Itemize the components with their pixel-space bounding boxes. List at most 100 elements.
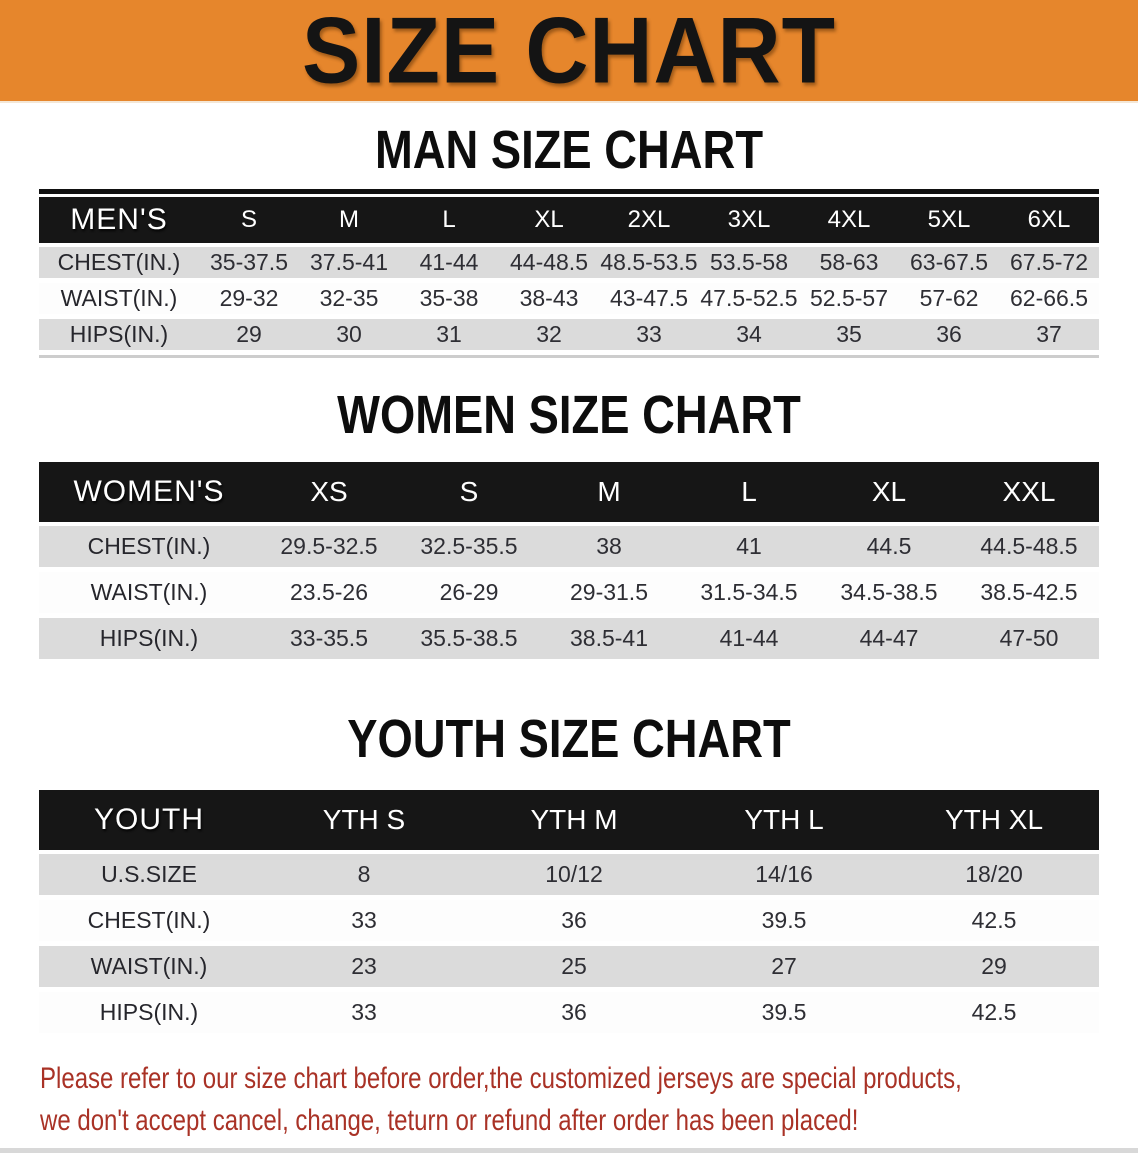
row-label: CHEST(IN.) — [39, 524, 259, 572]
table-row: CHEST(IN.) 29.5-32.5 32.5-35.5 38 41 44.… — [39, 524, 1099, 572]
size-value: 32-35 — [299, 280, 399, 319]
table-row: WAIST(IN.) 29-32 32-35 35-38 38-43 43-47… — [39, 280, 1099, 319]
disclaimer-line-2: we don't accept cancel, change, teturn o… — [40, 1104, 859, 1137]
row-label: U.S.SIZE — [39, 852, 259, 900]
youth-header-label: YOUTH — [39, 790, 259, 854]
column-header: 5XL — [899, 197, 999, 247]
men-header-label: MEN'S — [39, 197, 199, 247]
size-value: 18/20 — [889, 852, 1099, 900]
size-value: 62-66.5 — [999, 280, 1099, 319]
column-header: M — [299, 197, 399, 247]
size-value: 27 — [679, 943, 889, 992]
size-value: 41 — [679, 524, 819, 572]
size-value: 41-44 — [679, 615, 819, 664]
size-value: 32 — [499, 316, 599, 355]
column-header: 2XL — [599, 197, 699, 247]
size-value: 32.5-35.5 — [399, 524, 539, 572]
row-label: WAIST(IN.) — [39, 280, 199, 319]
size-value: 47.5-52.5 — [699, 280, 799, 319]
size-value: 10/12 — [469, 852, 679, 900]
size-value: 33-35.5 — [259, 615, 399, 664]
size-value: 8 — [259, 852, 469, 900]
row-label: HIPS(IN.) — [39, 989, 259, 1038]
table-row: HIPS(IN.) 33 36 39.5 42.5 — [39, 989, 1099, 1038]
column-header: YTH M — [469, 790, 679, 854]
size-value: 42.5 — [889, 897, 1099, 946]
size-value: 31.5-34.5 — [679, 569, 819, 618]
men-section-heading: MAN SIZE CHART — [0, 119, 1138, 181]
size-value: 30 — [299, 316, 399, 355]
youth-size-table-wrap: YOUTH YTH S YTH M YTH L YTH XL U.S.SIZE … — [39, 790, 1099, 1038]
column-header: XXL — [959, 462, 1099, 526]
size-value: 39.5 — [679, 897, 889, 946]
column-header: 6XL — [999, 197, 1099, 247]
size-value: 35.5-38.5 — [399, 615, 539, 664]
men-heading-text: MAN SIZE CHART — [374, 120, 764, 180]
women-size-table-wrap: WOMEN'S XS S M L XL XXL CHEST(IN.) 29.5-… — [39, 462, 1099, 664]
men-size-table-wrap: MEN'S S M L XL 2XL 3XL 4XL 5XL 6XL CHEST… — [39, 189, 1099, 358]
size-value: 44-47 — [819, 615, 959, 664]
youth-size-table: YOUTH YTH S YTH M YTH L YTH XL U.S.SIZE … — [39, 790, 1099, 1038]
row-label: WAIST(IN.) — [39, 569, 259, 618]
size-value: 53.5-58 — [699, 245, 799, 283]
row-label: CHEST(IN.) — [39, 897, 259, 946]
table-row: WAIST(IN.) 23.5-26 26-29 29-31.5 31.5-34… — [39, 569, 1099, 618]
size-value: 23 — [259, 943, 469, 992]
youth-heading-text: YOUTH SIZE CHART — [347, 709, 791, 769]
size-value: 29.5-32.5 — [259, 524, 399, 572]
size-value: 38.5-41 — [539, 615, 679, 664]
men-size-table: MEN'S S M L XL 2XL 3XL 4XL 5XL 6XL CHEST… — [39, 197, 1099, 355]
row-label: CHEST(IN.) — [39, 245, 199, 283]
size-value: 34.5-38.5 — [819, 569, 959, 618]
size-value: 36 — [899, 316, 999, 355]
size-value: 41-44 — [399, 245, 499, 283]
size-chart-title: SIZE CHART — [302, 0, 836, 103]
column-header: YTH L — [679, 790, 889, 854]
size-value: 29-32 — [199, 280, 299, 319]
women-header-row: WOMEN'S XS S M L XL XXL — [39, 462, 1099, 526]
row-label: WAIST(IN.) — [39, 943, 259, 992]
youth-section-heading: YOUTH SIZE CHART — [0, 708, 1138, 770]
size-value: 58-63 — [799, 245, 899, 283]
size-value: 33 — [259, 897, 469, 946]
table-row: CHEST(IN.) 33 36 39.5 42.5 — [39, 897, 1099, 946]
size-value: 29-31.5 — [539, 569, 679, 618]
column-header: YTH XL — [889, 790, 1099, 854]
column-header: XS — [259, 462, 399, 526]
women-size-table: WOMEN'S XS S M L XL XXL CHEST(IN.) 29.5-… — [39, 462, 1099, 664]
size-value: 35-37.5 — [199, 245, 299, 283]
column-header: 4XL — [799, 197, 899, 247]
size-value: 42.5 — [889, 989, 1099, 1038]
column-header: S — [199, 197, 299, 247]
size-value: 34 — [699, 316, 799, 355]
size-chart-banner: SIZE CHART — [0, 0, 1138, 103]
size-value: 47-50 — [959, 615, 1099, 664]
column-header: L — [399, 197, 499, 247]
size-value: 57-62 — [899, 280, 999, 319]
size-value: 48.5-53.5 — [599, 245, 699, 283]
size-value: 31 — [399, 316, 499, 355]
men-header-row: MEN'S S M L XL 2XL 3XL 4XL 5XL 6XL — [39, 197, 1099, 247]
youth-header-row: YOUTH YTH S YTH M YTH L YTH XL — [39, 790, 1099, 854]
column-header: YTH S — [259, 790, 469, 854]
disclaimer-note: Please refer to our size chart before or… — [40, 1058, 1138, 1142]
column-header: XL — [499, 197, 599, 247]
women-heading-text: WOMEN SIZE CHART — [337, 385, 801, 445]
women-header-label: WOMEN'S — [39, 462, 259, 526]
size-value: 33 — [259, 989, 469, 1038]
bottom-divider — [0, 1148, 1138, 1153]
table-row: U.S.SIZE 8 10/12 14/16 18/20 — [39, 852, 1099, 900]
women-section-heading: WOMEN SIZE CHART — [0, 384, 1138, 446]
size-value: 38-43 — [499, 280, 599, 319]
size-value: 67.5-72 — [999, 245, 1099, 283]
table-row: CHEST(IN.) 35-37.5 37.5-41 41-44 44-48.5… — [39, 245, 1099, 283]
size-value: 38.5-42.5 — [959, 569, 1099, 618]
column-header: XL — [819, 462, 959, 526]
size-value: 39.5 — [679, 989, 889, 1038]
size-value: 38 — [539, 524, 679, 572]
size-value: 43-47.5 — [599, 280, 699, 319]
size-value: 63-67.5 — [899, 245, 999, 283]
row-label: HIPS(IN.) — [39, 316, 199, 355]
men-table-topline — [39, 189, 1099, 194]
size-value: 14/16 — [679, 852, 889, 900]
